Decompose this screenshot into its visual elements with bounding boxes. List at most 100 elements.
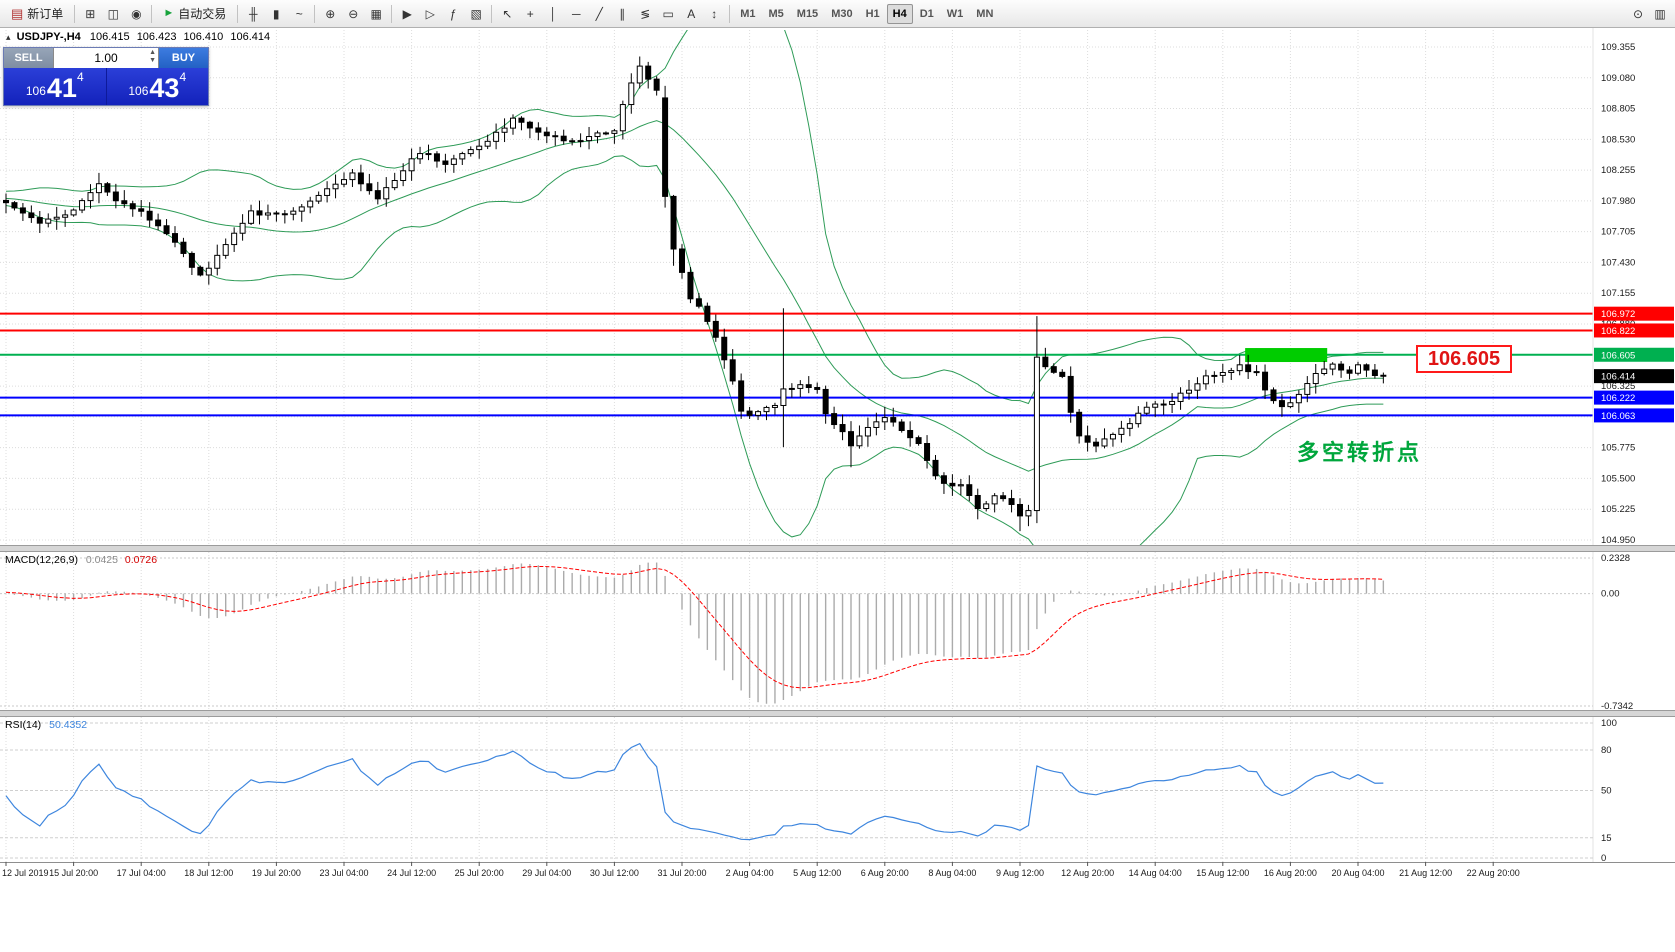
auto-trading-button[interactable]: ► 自动交易 bbox=[156, 3, 233, 25]
buy-button[interactable]: BUY bbox=[159, 48, 208, 68]
crosshair-icon[interactable]: + bbox=[526, 6, 534, 21]
horizontal-line-icon[interactable]: ─ bbox=[571, 6, 581, 21]
trendline-icon[interactable]: ╱ bbox=[595, 6, 603, 21]
svg-text:17 Jul 04:00: 17 Jul 04:00 bbox=[117, 868, 166, 878]
price-chart-canvas[interactable]: 109.355 109.080 108.805 108.530 108.255 107.9… bbox=[0, 28, 1675, 952]
indicators-icon[interactable]: ƒ bbox=[449, 6, 457, 21]
macd-signal-value: 0.0726 bbox=[124, 554, 158, 566]
volume-spin-buttons[interactable]: ▲ ▼ bbox=[149, 49, 156, 65]
spin-up-icon[interactable]: ▲ bbox=[149, 49, 156, 56]
panel-separator[interactable] bbox=[0, 710, 1675, 717]
svg-text:12 Jul 2019: 12 Jul 2019 bbox=[2, 868, 49, 878]
svg-text:0.00: 0.00 bbox=[1601, 589, 1620, 600]
drawing-group: ↖ + │ ─ ╱ ∥ ≶ ▭ A ↕ bbox=[496, 3, 725, 25]
macd-label: MACD(12,26,9) 0.0425 0.0726 bbox=[5, 554, 157, 566]
symbol-name: USDJPY-,H4 bbox=[16, 31, 81, 43]
toolbar-separator bbox=[74, 4, 76, 23]
templates-icon[interactable]: ▧ bbox=[470, 6, 482, 21]
svg-text:104.950: 104.950 bbox=[1601, 535, 1635, 546]
timeframe-m5-button[interactable]: M5 bbox=[768, 7, 784, 20]
profile-icon[interactable]: ◫ bbox=[107, 6, 119, 21]
highlight-rectangle[interactable] bbox=[1245, 348, 1328, 363]
panel-separator[interactable] bbox=[0, 545, 1675, 552]
svg-text:108.255: 108.255 bbox=[1601, 165, 1635, 176]
vertical-line-icon[interactable]: │ bbox=[549, 6, 557, 21]
chart-shift-icon[interactable]: ▷ bbox=[425, 6, 435, 21]
cursor-icon[interactable]: ↖ bbox=[502, 6, 513, 21]
svg-text:9 Aug 12:00: 9 Aug 12:00 bbox=[996, 868, 1044, 878]
macd-name: MACD(12,26,9) bbox=[5, 554, 78, 566]
svg-text:80: 80 bbox=[1601, 745, 1612, 756]
toolbar-separator bbox=[491, 4, 493, 23]
tile-windows-icon[interactable]: ▦ bbox=[370, 6, 382, 21]
timeframe-m1-button[interactable]: M1 bbox=[740, 7, 756, 20]
support-price-tag-2: 106.063 bbox=[1594, 408, 1674, 423]
svg-text:25 Jul 20:00: 25 Jul 20:00 bbox=[455, 868, 504, 878]
arrows-icon[interactable]: ↕ bbox=[711, 6, 718, 21]
svg-text:15: 15 bbox=[1601, 833, 1612, 844]
new-order-label: 新订单 bbox=[27, 7, 64, 21]
timeframe-mn-button[interactable]: MN bbox=[976, 7, 994, 20]
svg-text:-0.7342: -0.7342 bbox=[1601, 701, 1633, 712]
quick-icons-group: ⊞ ◫ ◉ bbox=[79, 3, 147, 25]
new-order-button[interactable]: ▤ 新订单 bbox=[4, 3, 70, 25]
horizontal-level-lines[interactable] bbox=[0, 312, 1593, 417]
alerts-icon[interactable]: ◉ bbox=[131, 6, 142, 21]
volume-stepper[interactable]: 1.00 ▲ ▼ bbox=[53, 48, 159, 68]
price-scale[interactable]: 109.355 109.080 108.805 108.530 108.255 107.9… bbox=[1601, 42, 1635, 546]
support-price-tag-1: 106.222 bbox=[1594, 390, 1674, 405]
zoom-in-icon[interactable]: ⊕ bbox=[325, 6, 336, 21]
candlestick-series bbox=[3, 56, 1387, 532]
zoom-group: ⊕ ⊖ ▦ bbox=[319, 3, 387, 25]
charts-icon[interactable]: ⊞ bbox=[85, 6, 96, 21]
svg-text:108.805: 108.805 bbox=[1601, 104, 1635, 115]
grid bbox=[0, 30, 1593, 862]
quote-high: 106.423 bbox=[136, 31, 177, 43]
timeframe-m30-button[interactable]: M30 bbox=[831, 7, 853, 20]
svg-text:12 Aug 20:00: 12 Aug 20:00 bbox=[1061, 868, 1114, 878]
bar-chart-icon[interactable]: ╫ bbox=[248, 6, 258, 21]
zoom-out-icon[interactable]: ⊖ bbox=[348, 6, 359, 21]
fibonacci-icon[interactable]: ≶ bbox=[640, 6, 651, 21]
time-scale[interactable]: 12 Jul 2019 15 Jul 20:00 17 Jul 04:00 18 Ju… bbox=[2, 862, 1520, 878]
pivot-price-tag: 106.605 bbox=[1594, 347, 1674, 362]
spin-down-icon[interactable]: ▼ bbox=[149, 57, 156, 64]
turning-point-note[interactable]: 多空转折点 bbox=[1297, 440, 1423, 465]
sell-price[interactable]: 106 41 4 bbox=[4, 68, 107, 105]
equidistant-channel-icon[interactable]: ∥ bbox=[619, 6, 626, 21]
timeframe-h1-button[interactable]: H1 bbox=[865, 7, 880, 20]
svg-text:31 Jul 20:00: 31 Jul 20:00 bbox=[657, 868, 706, 878]
svg-text:108.530: 108.530 bbox=[1601, 134, 1635, 145]
timeframe-w1-button[interactable]: W1 bbox=[946, 7, 964, 20]
auto-scroll-icon[interactable]: ▶ bbox=[402, 6, 412, 21]
svg-text:109.355: 109.355 bbox=[1601, 42, 1635, 53]
text-label-icon[interactable]: A bbox=[687, 6, 696, 21]
candlestick-chart-icon[interactable]: ▮ bbox=[272, 6, 280, 21]
resistance-price-tag-2: 106.822 bbox=[1594, 323, 1674, 338]
timeframe-m15-button[interactable]: M15 bbox=[796, 7, 819, 20]
shapes-icon[interactable]: ▭ bbox=[662, 6, 674, 21]
timeframe-d1-button[interactable]: D1 bbox=[919, 7, 934, 20]
svg-text:24 Jul 12:00: 24 Jul 12:00 bbox=[387, 868, 436, 878]
svg-text:100: 100 bbox=[1601, 718, 1617, 729]
buy-price[interactable]: 106 43 4 bbox=[107, 68, 209, 105]
quote-open: 106.415 bbox=[89, 31, 130, 43]
timeframe-h4-button[interactable]: H4 bbox=[886, 3, 913, 24]
svg-text:109.080: 109.080 bbox=[1601, 73, 1635, 84]
svg-text:105.775: 105.775 bbox=[1601, 443, 1635, 454]
sell-button[interactable]: SELL bbox=[4, 48, 53, 68]
one-click-trading-panel: SELL 1.00 ▲ ▼ BUY 106 41 4 106 43 4 bbox=[3, 47, 209, 106]
macd-main-value: 0.0425 bbox=[85, 554, 118, 566]
svg-text:6 Aug 20:00: 6 Aug 20:00 bbox=[861, 868, 909, 878]
data-window-icon[interactable]: ▥ bbox=[1654, 6, 1666, 21]
line-chart-icon[interactable]: ~ bbox=[295, 6, 303, 21]
scroll-group: ▶ ▷ ƒ ▧ bbox=[396, 3, 487, 25]
svg-text:15 Jul 20:00: 15 Jul 20:00 bbox=[49, 868, 98, 878]
buy-price-prefix: 106 bbox=[128, 84, 149, 98]
rsi-value: 50.4352 bbox=[49, 719, 88, 731]
sell-price-big: 41 bbox=[46, 73, 77, 103]
price-callout-label[interactable]: 106.605 bbox=[1416, 345, 1512, 373]
svg-text:106.414: 106.414 bbox=[1601, 372, 1635, 383]
search-icon[interactable]: ⊙ bbox=[1632, 6, 1644, 21]
